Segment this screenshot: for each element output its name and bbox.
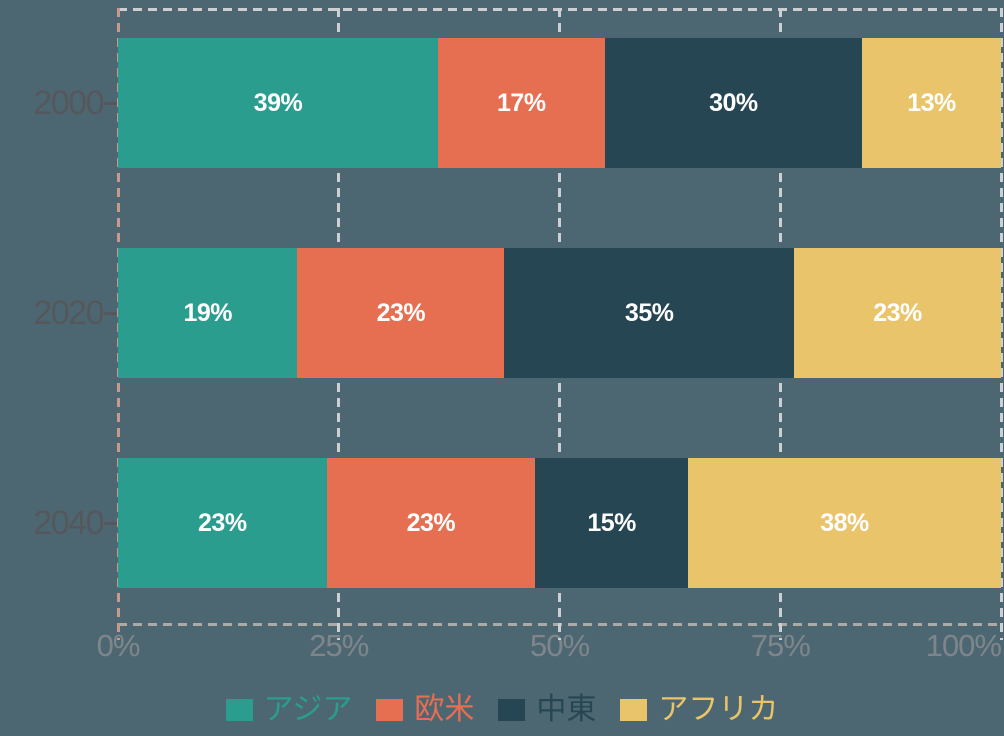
bar-segment-2040-欧米: 23% bbox=[326, 458, 536, 588]
legend-swatch-アジア bbox=[225, 699, 253, 721]
y-tick-2000 bbox=[104, 101, 119, 105]
bar-value-label: 35% bbox=[624, 298, 674, 327]
bar-segment-2020-アフリカ: 23% bbox=[794, 248, 1001, 378]
legend-label: 中東 bbox=[536, 693, 597, 726]
bar-row-2040: 23% 23% 15% 38% bbox=[118, 458, 1001, 588]
y-label-2040: 2040 bbox=[33, 504, 104, 542]
bar-value-label: 19% bbox=[183, 298, 232, 327]
bar-row-2000: 39% 17% 30% 13% bbox=[118, 38, 1001, 168]
bars: 39% 17% 30% 13% 19% 23% 35% 23% 23% 23% 15% 38% bbox=[118, 8, 1001, 625]
legend-swatch-中東 bbox=[498, 699, 526, 721]
legend-label: 欧米 bbox=[414, 693, 475, 726]
legend-item-中東: 中東 bbox=[498, 692, 596, 728]
bar-value-label: 30% bbox=[709, 88, 758, 117]
bar-value-label: 23% bbox=[406, 508, 456, 537]
legend-swatch-アフリカ bbox=[620, 699, 648, 721]
bar-segment-2040-アジア: 23% bbox=[118, 458, 327, 588]
legend-item-アジア: アジア bbox=[225, 692, 353, 728]
legend-label: アフリカ bbox=[658, 693, 779, 726]
bar-value-label: 39% bbox=[253, 88, 303, 117]
legend-item-アフリカ: アフリカ bbox=[620, 692, 778, 728]
bar-value-label: 15% bbox=[587, 508, 636, 537]
legend-item-欧米: 欧米 bbox=[376, 692, 474, 728]
bar-value-label: 23% bbox=[198, 508, 247, 537]
legend-swatch-欧米 bbox=[376, 699, 404, 721]
bar-segment-2000-欧米: 17% bbox=[437, 38, 605, 168]
bar-value-label: 23% bbox=[873, 298, 922, 327]
bar-value-label: 38% bbox=[820, 508, 869, 537]
bar-segment-2000-中東: 30% bbox=[604, 38, 862, 168]
bar-value-label: 13% bbox=[907, 88, 956, 117]
bar-value-label: 17% bbox=[497, 88, 546, 117]
legend-label: アジア bbox=[263, 693, 353, 726]
bar-segment-2040-アフリカ: 38% bbox=[688, 458, 1001, 588]
bar-value-label: 23% bbox=[376, 298, 426, 327]
y-tick-2040 bbox=[104, 521, 119, 525]
bar-row-2020: 19% 23% 35% 23% bbox=[118, 248, 1001, 378]
bar-segment-2000-アフリカ: 13% bbox=[862, 38, 1001, 168]
legend: アジア 欧米 中東 アフリカ bbox=[0, 692, 1004, 728]
bar-segment-2020-欧米: 23% bbox=[297, 248, 505, 378]
bar-segment-2020-アジア: 19% bbox=[118, 248, 298, 378]
gridline-100% bbox=[999, 8, 1003, 640]
y-label-2020: 2020 bbox=[33, 294, 104, 332]
y-label-2000: 2000 bbox=[33, 84, 104, 122]
bar-segment-2020-中東: 35% bbox=[504, 248, 795, 378]
plot-area: 39% 17% 30% 13% 19% 23% 35% 23% 23% 23% 15% 38% bbox=[116, 8, 1003, 640]
y-tick-2020 bbox=[104, 311, 119, 315]
bar-segment-2000-アジア: 39% bbox=[118, 38, 438, 168]
x-label-100%: 100% bbox=[925, 628, 1002, 663]
bar-segment-2040-中東: 15% bbox=[535, 458, 689, 588]
